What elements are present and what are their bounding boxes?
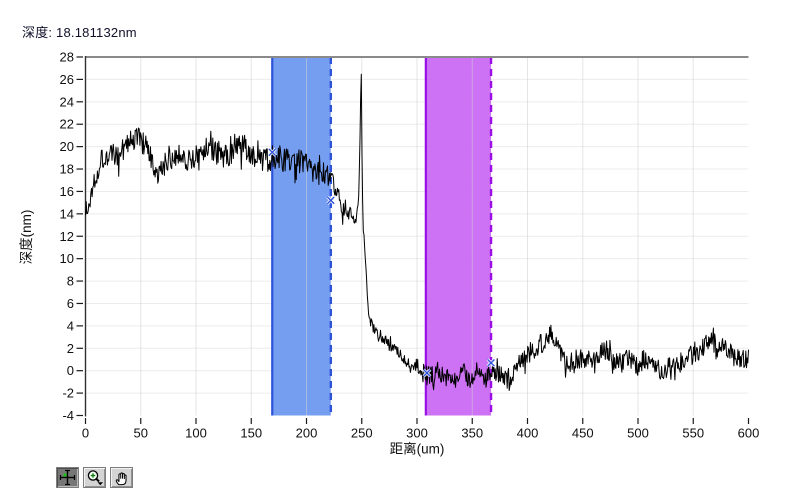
hand-icon — [115, 472, 127, 486]
x-tick-label: 250 — [351, 426, 373, 441]
y-tick-label: 22 — [60, 117, 74, 132]
depth-readout-label: 深度: — [22, 25, 53, 40]
zoom-tool-button[interactable] — [83, 467, 106, 488]
crosshair-icon — [59, 469, 76, 486]
cursor-band-blue-band[interactable] — [272, 57, 331, 416]
y-tick-label: 18 — [60, 162, 74, 177]
y-tick-label: 28 — [60, 50, 74, 65]
y-tick-label: 2 — [67, 341, 74, 356]
y-tick-label: -4 — [62, 408, 74, 423]
y-tick-label: 20 — [60, 139, 74, 154]
y-tick-label: 16 — [60, 184, 74, 199]
pan-tool-button[interactable] — [110, 467, 133, 488]
depth-readout: 深度: 18.181132nm — [22, 22, 137, 41]
graph-palette — [56, 467, 133, 488]
cursor-marker[interactable] — [487, 358, 495, 367]
y-tick-label: 4 — [67, 318, 74, 333]
x-tick-label: 400 — [517, 426, 539, 441]
x-tick-label: 600 — [738, 426, 760, 441]
x-tick-label: 450 — [572, 426, 594, 441]
y-tick-label: 8 — [67, 274, 74, 289]
y-tick-label: 14 — [60, 206, 74, 221]
depth-readout-value: 18.181132nm — [56, 25, 137, 40]
x-tick-label: 50 — [134, 426, 148, 441]
x-tick-label: 200 — [296, 426, 318, 441]
y-tick-label: 12 — [60, 229, 74, 244]
x-axis-title: 距离(um) — [390, 441, 445, 457]
y-tick-label: 10 — [60, 251, 74, 266]
y-tick-label: 0 — [67, 363, 74, 378]
x-tick-label: 0 — [82, 426, 89, 441]
cursor-marker[interactable] — [268, 148, 277, 157]
x-tick-label: 500 — [627, 426, 649, 441]
cursor-marker[interactable] — [423, 369, 431, 377]
cursor-marker[interactable] — [326, 196, 335, 205]
x-tick-label: 100 — [185, 426, 207, 441]
cursor-band-magenta-band[interactable] — [425, 57, 492, 416]
crosshair-tool-button[interactable] — [56, 467, 79, 488]
y-tick-label: 6 — [67, 296, 74, 311]
y-tick-label: -2 — [62, 386, 74, 401]
x-tick-label: 350 — [461, 426, 483, 441]
signal-trace — [85, 73, 749, 391]
x-tick-label: 550 — [682, 426, 704, 441]
y-tick-label: 24 — [60, 94, 74, 109]
y-axis-title: 深度(nm) — [19, 210, 34, 265]
y-tick-label: 26 — [60, 72, 74, 87]
x-tick-label: 150 — [240, 426, 262, 441]
magnifier-icon — [87, 470, 103, 486]
x-tick-label: 300 — [406, 426, 428, 441]
